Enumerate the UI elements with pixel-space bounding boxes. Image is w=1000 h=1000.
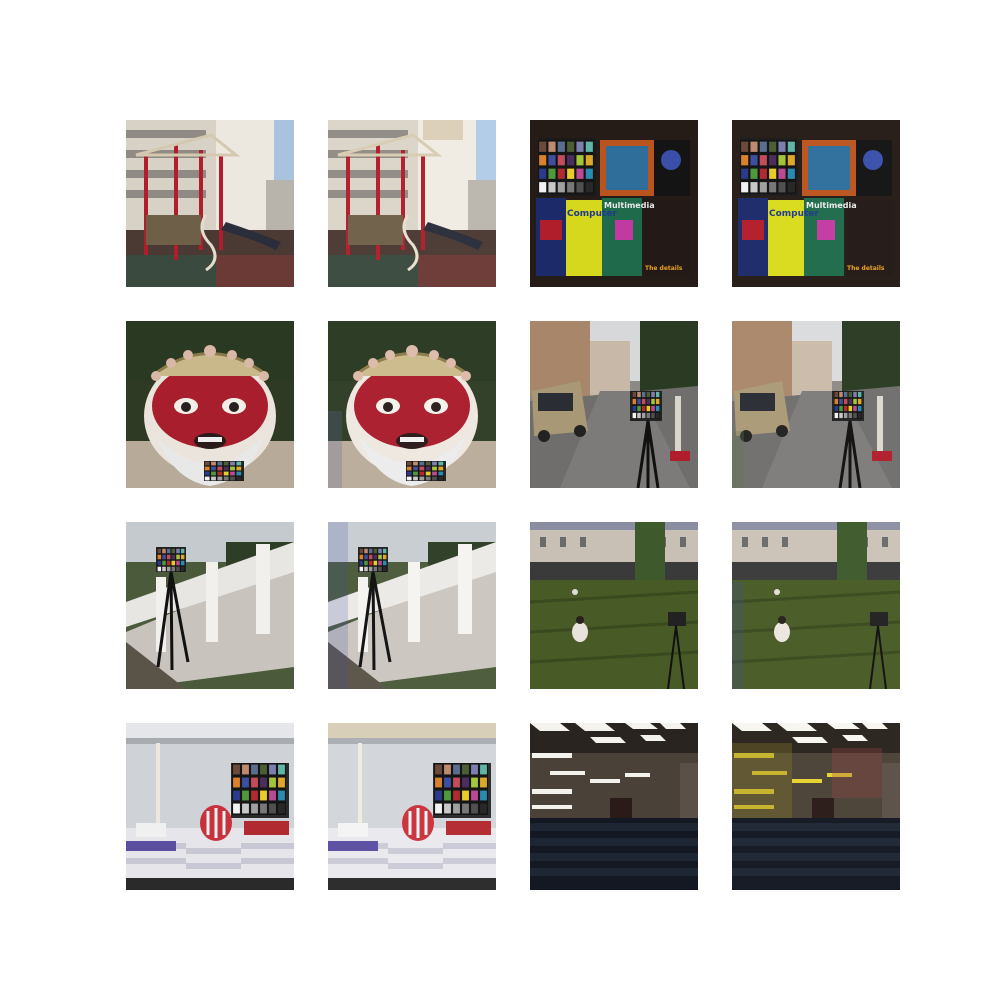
photo-lawn-courtyard-original (530, 522, 698, 689)
photo-lawn-courtyard-processed (732, 522, 900, 689)
photo-color-chart-books-processed: Computer Multimedia The details (732, 120, 900, 287)
photo-mask-face-original (126, 321, 294, 488)
book-title-multimedia: Multimedia (806, 201, 857, 210)
photo-street-van-original (530, 321, 698, 488)
photo-playground-original (126, 120, 294, 287)
photo-white-railing-processed (328, 522, 496, 689)
photo-shelf-pillow-processed (328, 723, 496, 890)
book-title-computer: Computer (769, 209, 819, 219)
book-title-multimedia: Multimedia (604, 201, 655, 210)
book-title-details: The details (645, 265, 683, 272)
book-title-details: The details (847, 265, 885, 272)
photo-street-van-processed (732, 321, 900, 488)
photo-auditorium-processed (732, 723, 900, 890)
photo-playground-processed (328, 120, 496, 287)
photo-auditorium-original (530, 723, 698, 890)
photo-mask-face-processed (328, 321, 496, 488)
photo-shelf-pillow-original (126, 723, 294, 890)
photo-white-railing-original (126, 522, 294, 689)
photo-color-chart-books-original: Computer Multimedia The details (530, 120, 698, 287)
book-title-computer: Computer (567, 209, 617, 219)
